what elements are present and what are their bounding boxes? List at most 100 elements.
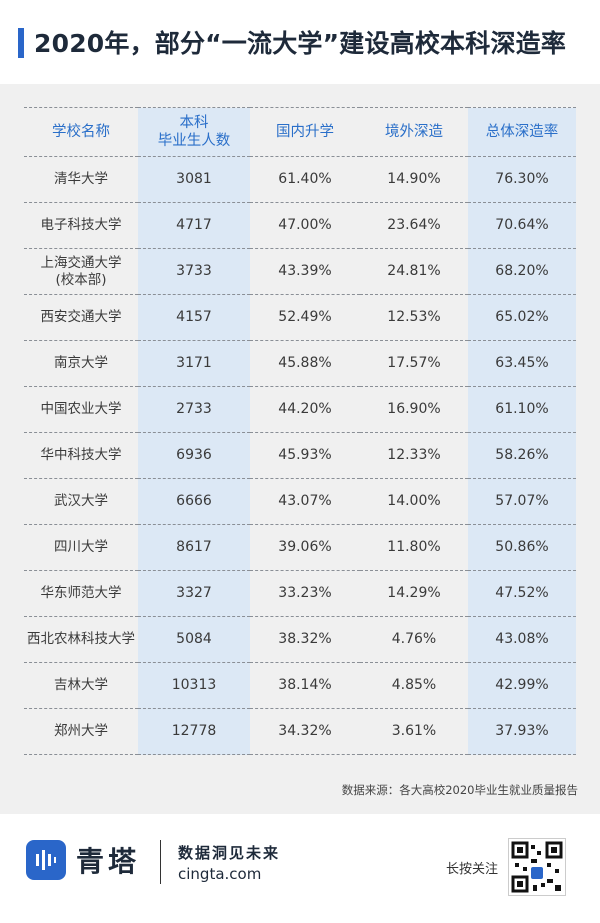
- total-cell: 68.20%: [468, 248, 576, 295]
- school-name-cell: 四川大学: [24, 524, 138, 571]
- grads-cell: 6666: [138, 478, 250, 525]
- domestic-cell: 45.88%: [250, 340, 360, 387]
- data-source-note: 数据来源：各大高校2020毕业生就业质量报告: [341, 783, 578, 797]
- table-row: 华中科技大学 6936 45.93% 12.33% 58.26%: [24, 432, 576, 479]
- abroad-cell: 12.53%: [360, 294, 468, 341]
- school-name-cell: 中国农业大学: [24, 386, 138, 433]
- cingta-logo-icon: [26, 840, 66, 880]
- table-row: 中国农业大学 2733 44.20% 16.90% 61.10%: [24, 386, 576, 433]
- table-row: 西北农林科技大学 5084 38.32% 4.76% 43.08%: [24, 616, 576, 663]
- domestic-cell: 52.49%: [250, 294, 360, 341]
- header-school: 学校名称: [24, 107, 138, 157]
- domestic-cell: 34.32%: [250, 708, 360, 755]
- header-grads: 本科 毕业生人数: [138, 107, 250, 157]
- grads-cell: 10313: [138, 662, 250, 709]
- grads-cell: 3081: [138, 156, 250, 203]
- grads-cell: 3733: [138, 248, 250, 295]
- domestic-cell: 38.14%: [250, 662, 360, 709]
- total-cell: 42.99%: [468, 662, 576, 709]
- abroad-cell: 4.85%: [360, 662, 468, 709]
- table-row: 电子科技大学 4717 47.00% 23.64% 70.64%: [24, 202, 576, 249]
- domestic-cell: 44.20%: [250, 386, 360, 433]
- school-name-cell: 南京大学: [24, 340, 138, 387]
- school-name-cell: 郑州大学: [24, 708, 138, 755]
- total-cell: 70.64%: [468, 202, 576, 249]
- abroad-cell: 23.64%: [360, 202, 468, 249]
- grads-cell: 2733: [138, 386, 250, 433]
- school-name-cell: 华中科技大学: [24, 432, 138, 479]
- grads-cell: 5084: [138, 616, 250, 663]
- total-cell: 57.07%: [468, 478, 576, 525]
- school-name-cell: 西安交通大学: [24, 294, 138, 341]
- total-cell: 58.26%: [468, 432, 576, 479]
- table-row: 吉林大学 10313 38.14% 4.85% 42.99%: [24, 662, 576, 709]
- logo-bars-icon: [36, 850, 56, 870]
- qr-pattern: [511, 841, 563, 893]
- school-name-cell: 电子科技大学: [24, 202, 138, 249]
- header-domestic: 国内升学: [250, 107, 360, 157]
- abroad-cell: 3.61%: [360, 708, 468, 755]
- abroad-cell: 12.33%: [360, 432, 468, 479]
- abroad-cell: 17.57%: [360, 340, 468, 387]
- school-name-cell: 上海交通大学 (校本部): [24, 248, 138, 295]
- total-cell: 61.10%: [468, 386, 576, 433]
- school-name-cell: 武汉大学: [24, 478, 138, 525]
- table-row: 南京大学 3171 45.88% 17.57% 63.45%: [24, 340, 576, 387]
- total-cell: 43.08%: [468, 616, 576, 663]
- school-name-cell: 清华大学: [24, 156, 138, 203]
- longpress-hint: 长按关注: [446, 862, 499, 877]
- table-row: 清华大学 3081 61.40% 14.90% 76.30%: [24, 156, 576, 203]
- grads-cell: 3327: [138, 570, 250, 617]
- header: 2020年，部分“一流大学”建设高校本科深造率: [0, 0, 600, 84]
- header-grads-line1: 本科: [179, 115, 209, 131]
- header-total: 总体深造率: [468, 107, 576, 157]
- grads-cell: 4157: [138, 294, 250, 341]
- domestic-cell: 43.07%: [250, 478, 360, 525]
- school-name-cell: 华东师范大学: [24, 570, 138, 617]
- school-name-line1: 上海交通大学: [40, 254, 122, 271]
- abroad-cell: 11.80%: [360, 524, 468, 571]
- domestic-cell: 39.06%: [250, 524, 360, 571]
- total-cell: 65.02%: [468, 294, 576, 341]
- header-grads-line2: 毕业生人数: [157, 133, 231, 149]
- school-name-cell: 吉林大学: [24, 662, 138, 709]
- header-abroad: 境外深造: [360, 107, 468, 157]
- total-cell: 50.86%: [468, 524, 576, 571]
- table-row: 华东师范大学 3327 33.23% 14.29% 47.52%: [24, 570, 576, 617]
- domestic-cell: 43.39%: [250, 248, 360, 295]
- abroad-cell: 14.90%: [360, 156, 468, 203]
- domestic-cell: 38.32%: [250, 616, 360, 663]
- total-cell: 37.93%: [468, 708, 576, 755]
- school-name-cell: 西北农林科技大学: [24, 616, 138, 663]
- table-row: 四川大学 8617 39.06% 11.80% 50.86%: [24, 524, 576, 571]
- grads-cell: 6936: [138, 432, 250, 479]
- domestic-cell: 61.40%: [250, 156, 360, 203]
- table-row: 武汉大学 6666 43.07% 14.00% 57.07%: [24, 478, 576, 525]
- total-cell: 47.52%: [468, 570, 576, 617]
- school-name-line2: (校本部): [55, 271, 107, 288]
- grads-cell: 4717: [138, 202, 250, 249]
- title-accent-bar: [18, 28, 24, 58]
- total-cell: 76.30%: [468, 156, 576, 203]
- qr-code-icon[interactable]: [508, 838, 566, 896]
- total-cell: 63.45%: [468, 340, 576, 387]
- domestic-cell: 47.00%: [250, 202, 360, 249]
- footer-divider: [160, 840, 161, 884]
- logo-text: 青塔: [76, 845, 141, 878]
- grads-cell: 8617: [138, 524, 250, 571]
- table-row: 上海交通大学 (校本部) 3733 43.39% 24.81% 68.20%: [24, 248, 576, 295]
- abroad-cell: 4.76%: [360, 616, 468, 663]
- domestic-cell: 33.23%: [250, 570, 360, 617]
- table-row: 西安交通大学 4157 52.49% 12.53% 65.02%: [24, 294, 576, 341]
- abroad-cell: 14.00%: [360, 478, 468, 525]
- slogan: 数据洞见未来: [178, 844, 281, 862]
- grads-cell: 12778: [138, 708, 250, 755]
- website-link[interactable]: cingta.com: [178, 865, 262, 883]
- grads-cell: 3171: [138, 340, 250, 387]
- table-container: 学校名称 本科 毕业生人数 国内升学 境外深造 总体深造率 清华大学 3081 61…: [24, 107, 576, 755]
- page-title: 2020年，部分“一流大学”建设高校本科深造率: [34, 29, 567, 58]
- abroad-cell: 16.90%: [360, 386, 468, 433]
- table-row: 郑州大学 12778 34.32% 3.61% 37.93%: [24, 708, 576, 755]
- footer: [0, 814, 600, 923]
- abroad-cell: 14.29%: [360, 570, 468, 617]
